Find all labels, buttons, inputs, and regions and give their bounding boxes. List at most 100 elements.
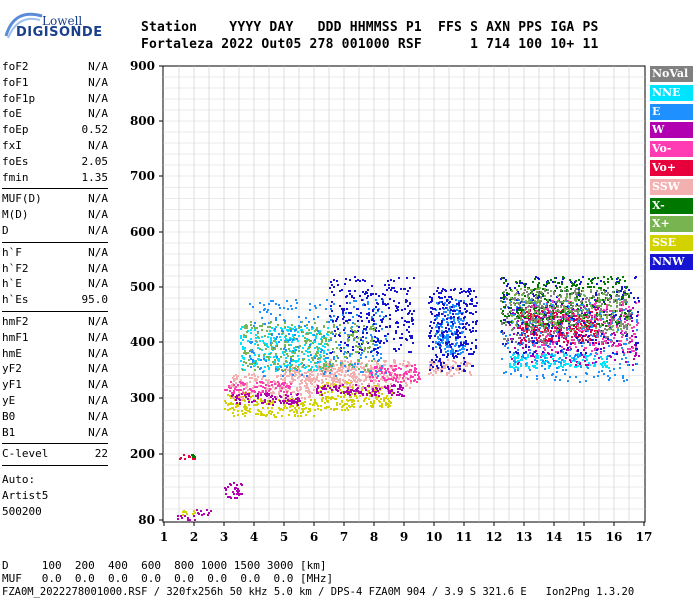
data-point bbox=[268, 367, 270, 369]
data-point bbox=[503, 306, 505, 308]
data-point bbox=[291, 368, 293, 370]
data-point bbox=[311, 380, 313, 382]
data-point bbox=[610, 334, 612, 336]
data-point bbox=[336, 280, 338, 282]
data-point bbox=[273, 363, 275, 365]
data-point bbox=[435, 326, 437, 328]
data-point bbox=[258, 385, 260, 387]
data-point bbox=[556, 343, 558, 345]
data-point bbox=[304, 344, 306, 346]
data-point bbox=[314, 357, 316, 359]
data-point bbox=[535, 367, 537, 369]
data-point bbox=[388, 284, 390, 286]
data-point bbox=[411, 335, 413, 337]
data-point bbox=[265, 384, 267, 386]
data-point bbox=[351, 364, 353, 366]
data-point bbox=[307, 411, 309, 413]
data-point bbox=[306, 383, 308, 385]
logo-lowell: Lowell bbox=[42, 14, 83, 28]
data-point bbox=[607, 342, 609, 344]
data-point bbox=[316, 351, 318, 353]
data-point bbox=[343, 380, 345, 382]
data-point bbox=[464, 316, 466, 318]
data-point bbox=[179, 458, 181, 460]
data-point bbox=[635, 354, 637, 356]
data-point bbox=[454, 361, 456, 363]
data-point bbox=[578, 334, 580, 336]
data-point bbox=[603, 373, 605, 375]
data-point bbox=[363, 366, 365, 368]
x-tick-label: 7 bbox=[340, 530, 348, 544]
data-point bbox=[444, 302, 446, 304]
data-point bbox=[250, 329, 252, 331]
data-point bbox=[315, 335, 317, 337]
data-point bbox=[524, 295, 526, 297]
data-point bbox=[470, 331, 472, 333]
data-point bbox=[430, 321, 432, 323]
data-point bbox=[375, 341, 377, 343]
data-point bbox=[448, 372, 450, 374]
data-point bbox=[442, 288, 444, 290]
data-point bbox=[289, 339, 291, 341]
data-point bbox=[294, 360, 296, 362]
data-point bbox=[563, 353, 565, 355]
data-point bbox=[378, 330, 380, 332]
data-point bbox=[275, 370, 277, 372]
data-point bbox=[345, 312, 347, 314]
data-point bbox=[323, 325, 325, 327]
data-point bbox=[589, 364, 591, 366]
data-point bbox=[554, 363, 556, 365]
data-point bbox=[367, 303, 369, 305]
data-point bbox=[443, 331, 445, 333]
data-point bbox=[242, 348, 244, 350]
data-point bbox=[632, 364, 634, 366]
data-point bbox=[279, 387, 281, 389]
data-point bbox=[288, 387, 290, 389]
param-value: N/A bbox=[88, 139, 108, 152]
data-point bbox=[443, 354, 445, 356]
data-point bbox=[468, 291, 470, 293]
data-point bbox=[408, 326, 410, 328]
data-point bbox=[271, 381, 273, 383]
data-point bbox=[236, 493, 238, 495]
data-point bbox=[316, 388, 318, 390]
data-point bbox=[631, 335, 633, 337]
data-point bbox=[536, 339, 538, 341]
data-point bbox=[371, 336, 373, 338]
data-point bbox=[462, 344, 464, 346]
data-point bbox=[525, 351, 527, 353]
data-point bbox=[393, 385, 395, 387]
data-point bbox=[600, 319, 602, 321]
data-point bbox=[560, 312, 562, 314]
data-point bbox=[519, 327, 521, 329]
data-point bbox=[460, 323, 462, 325]
data-point bbox=[612, 286, 614, 288]
data-point bbox=[341, 308, 343, 310]
data-point bbox=[450, 353, 452, 355]
data-point bbox=[513, 360, 515, 362]
data-point bbox=[375, 394, 377, 396]
data-point bbox=[373, 402, 375, 404]
data-point bbox=[502, 297, 504, 299]
data-point bbox=[471, 303, 473, 305]
data-point bbox=[357, 346, 359, 348]
data-point bbox=[230, 381, 232, 383]
data-point bbox=[577, 325, 579, 327]
data-point bbox=[258, 410, 260, 412]
data-point bbox=[350, 380, 352, 382]
data-point bbox=[266, 345, 268, 347]
data-point bbox=[392, 379, 394, 381]
data-point bbox=[462, 351, 464, 353]
data-point bbox=[375, 396, 377, 398]
data-point bbox=[290, 381, 292, 383]
data-point bbox=[301, 397, 303, 399]
data-point bbox=[527, 356, 529, 358]
data-point bbox=[291, 409, 293, 411]
data-point bbox=[374, 360, 376, 362]
data-point bbox=[286, 366, 288, 368]
data-point bbox=[372, 318, 374, 320]
data-point bbox=[346, 320, 348, 322]
data-point bbox=[238, 391, 240, 393]
data-point bbox=[630, 292, 632, 294]
data-point bbox=[346, 308, 348, 310]
